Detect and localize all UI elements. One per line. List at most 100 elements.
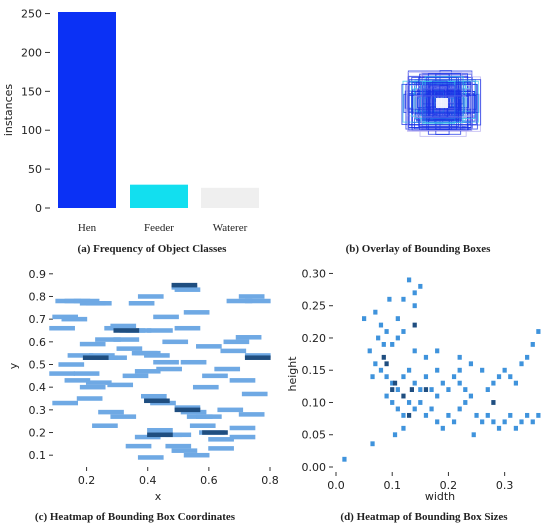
heatmap-cell [174, 287, 201, 292]
x-tick-label: 0.3 [496, 479, 514, 492]
heatmap-cell [463, 400, 468, 405]
x-tick-label: 0.8 [261, 474, 279, 487]
heatmap-cell-dense [384, 361, 389, 367]
heatmap-cell [223, 339, 250, 345]
heatmap-cell [208, 446, 234, 451]
bounding-box [408, 79, 482, 126]
x-tick-label: 0.1 [383, 479, 401, 492]
heatmap-cell [98, 409, 124, 415]
heatmap-cell-dense [412, 322, 417, 328]
heatmap-cell [153, 359, 179, 365]
heatmap-cell-dense [113, 328, 140, 333]
heatmap-cell [384, 393, 389, 399]
heatmap-cell [429, 387, 434, 392]
heatmap-cell [235, 335, 262, 340]
heatmap-cell [384, 374, 389, 380]
heatmap-cell [95, 337, 121, 342]
heatmap-cell [395, 387, 400, 392]
heatmap-cell [451, 419, 457, 425]
x-tick-label: 0.2 [440, 479, 458, 492]
heatmap-cell [395, 406, 400, 412]
heatmap-cell [362, 316, 367, 322]
y-tick-label: 0.10 [302, 396, 327, 409]
heatmap-cell [423, 412, 429, 418]
heatmap-cell [52, 400, 79, 406]
panel-d-ylabel: height [286, 356, 299, 392]
y-tick-label: 50 [28, 163, 42, 176]
x-tick-label: 0.4 [139, 474, 157, 487]
heatmap-cell [85, 301, 112, 306]
heatmap-cell [480, 419, 485, 425]
category-label: Hen [78, 222, 97, 234]
panel-c-heatmap: y x 0.10.20.30.40.50.60.70.80.9 0.2 0.4 0.… [7, 268, 279, 523]
heatmap-cell-dense [406, 412, 412, 418]
overlay-center [436, 98, 448, 108]
heatmap-cell [153, 314, 179, 320]
heatmap-cell [418, 283, 423, 289]
heatmap-cell [76, 396, 103, 401]
heatmap-cell [519, 361, 524, 367]
heatmap-cell [180, 359, 207, 365]
heatmap-cell [183, 452, 210, 458]
heatmap-cell [513, 425, 518, 431]
heatmap-cell [525, 412, 530, 418]
heatmap-cell [418, 387, 423, 392]
x-tick-label: 0.2 [78, 474, 96, 487]
heatmap-cell [376, 335, 381, 341]
heatmap-cell [440, 425, 445, 431]
heatmap-cell [192, 384, 219, 390]
heatmap-cell-dense [491, 400, 496, 405]
y-tick-label: 0.6 [29, 336, 47, 349]
heatmap-cell [110, 414, 137, 419]
category-label: Waterer [213, 222, 248, 234]
heatmap-cell [49, 325, 75, 331]
heatmap-cell [214, 366, 241, 372]
heatmap-cell [390, 342, 395, 347]
y-tick-label: 0.20 [302, 332, 327, 345]
panel-c-y-ticks: 0.1 0.2 0.3 0.4 0.5 0.6 0.7 0.8 0.9 [29, 268, 53, 462]
panel-d-caption: (d) Heatmap of Bounding Box Sizes [340, 511, 508, 523]
heatmap-cell [525, 354, 530, 360]
heatmap-cell-dense [144, 398, 170, 404]
heatmap-cell [165, 432, 192, 438]
bar-waterer [201, 187, 259, 208]
heatmap-cell [373, 309, 378, 315]
heatmap-cell [165, 443, 192, 449]
heatmap-cell [423, 374, 429, 380]
heatmap-cell [370, 374, 375, 380]
heatmap-cell [435, 393, 440, 399]
heatmap-cell [423, 354, 429, 360]
heatmap-cell-dense [82, 355, 109, 360]
heatmap-cell [463, 387, 468, 392]
heatmap-cell [412, 406, 417, 412]
heatmap-cell-dense [147, 432, 173, 438]
heatmap-cell [241, 391, 268, 397]
heatmap-cell-dense [202, 430, 228, 435]
heatmap-cell [446, 412, 451, 418]
y-tick-label: 0.00 [302, 461, 327, 474]
y-tick-label: 0.2 [29, 427, 47, 440]
heatmap-cell [406, 277, 412, 283]
heatmap-cell [92, 423, 118, 428]
heatmap-cell [406, 400, 412, 405]
heatmap-cell-dense [392, 380, 398, 386]
y-tick-label: 0 [35, 202, 42, 215]
heatmap-cell [418, 400, 423, 405]
y-tick-label: 200 [21, 46, 42, 59]
heatmap-cell-dense [171, 282, 198, 288]
category-label: Feeder [144, 222, 174, 234]
heatmap-cell [220, 348, 247, 354]
heatmap-cell [485, 412, 490, 418]
heatmap-cell [58, 362, 85, 367]
heatmap-cell [530, 342, 535, 347]
bounding-box [407, 71, 473, 131]
heatmap-cell [508, 374, 513, 380]
heatmap-cell [196, 344, 222, 349]
heatmap-cell [107, 382, 134, 388]
heatmap-cell [519, 419, 524, 425]
heatmap-cell [480, 367, 485, 373]
panel-a-categories: Hen Feeder Waterer [78, 222, 248, 234]
heatmap-cell [485, 387, 490, 392]
panel-d-x-ticks: 0.0 0.1 0.2 0.3 [327, 472, 513, 492]
